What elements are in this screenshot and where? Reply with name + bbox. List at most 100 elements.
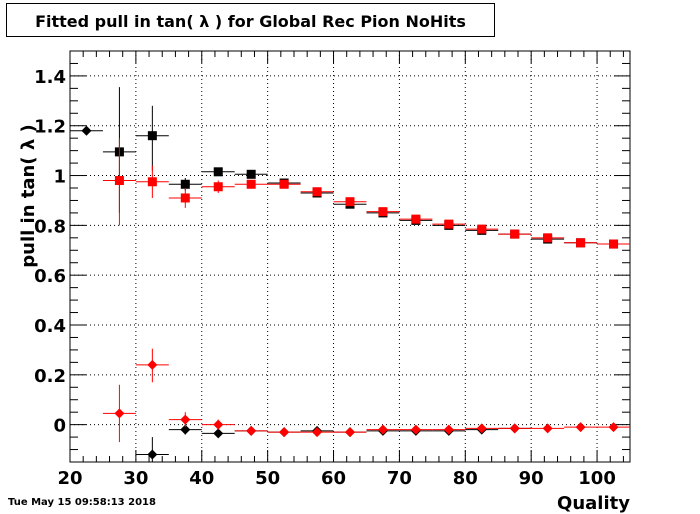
diamond-marker	[147, 359, 158, 370]
diamond-marker	[279, 427, 290, 438]
plot-frame	[69, 50, 631, 463]
square-marker	[543, 233, 553, 243]
square-marker	[576, 238, 586, 248]
diamond-marker	[509, 423, 520, 434]
square-marker	[147, 177, 157, 187]
square-marker	[246, 169, 256, 179]
square-marker	[411, 214, 421, 224]
x-tick-label: 100	[578, 468, 616, 489]
data-point	[234, 179, 268, 189]
diamond-marker	[312, 427, 323, 438]
grid-lines	[70, 51, 630, 462]
diamond-marker	[180, 424, 191, 435]
y-tick-label: 0.8	[34, 216, 66, 237]
data-point	[531, 423, 565, 434]
data-point	[201, 419, 235, 430]
data-point	[432, 424, 466, 435]
data-point	[333, 427, 367, 438]
data-point	[300, 427, 334, 438]
data-point	[267, 179, 301, 189]
diamond-marker	[147, 449, 158, 460]
square-marker	[180, 179, 190, 189]
series-2	[70, 125, 532, 462]
data-point	[234, 425, 268, 436]
square-marker	[213, 182, 223, 192]
data-point	[201, 180, 235, 193]
diamond-marker	[345, 427, 355, 438]
diamond-marker	[114, 408, 125, 419]
tick-labels: 20 30 40 50 60 70 80 90 100 0 0.2 0.4 0.6 0.8 1 1.2 1.4	[34, 67, 616, 489]
square-marker	[477, 224, 487, 234]
data-points	[70, 87, 630, 462]
square-marker	[510, 229, 520, 239]
data-point	[135, 165, 169, 198]
x-tick-label: 20	[57, 468, 82, 489]
diamond-marker	[575, 422, 586, 433]
y-tick-label: 0.4	[34, 316, 66, 337]
data-point	[366, 424, 400, 435]
series-0	[102, 87, 630, 249]
x-tick-label: 60	[321, 468, 346, 489]
data-point	[366, 207, 400, 217]
data-point	[300, 187, 334, 197]
x-tick-label: 90	[519, 468, 544, 489]
data-point	[564, 422, 598, 433]
x-axis-title: Quality	[557, 493, 630, 514]
x-tick-label: 80	[453, 468, 478, 489]
diamond-marker	[410, 424, 421, 435]
timestamp: Tue May 15 09:58:13 2018	[8, 497, 156, 508]
chart-title: Fitted pull in tan( λ ) for Global Rec P…	[35, 12, 466, 31]
square-marker	[378, 207, 388, 217]
square-marker	[213, 167, 223, 177]
axis-ticks	[69, 50, 630, 462]
diamond-marker	[476, 423, 487, 434]
data-point	[201, 167, 235, 177]
square-marker	[279, 179, 289, 189]
data-point	[399, 424, 433, 435]
square-marker	[147, 131, 157, 141]
data-point	[234, 169, 268, 179]
y-tick-label: 1.4	[34, 67, 66, 88]
data-point	[597, 239, 630, 249]
square-marker	[180, 193, 190, 203]
square-marker	[345, 197, 355, 207]
data-point	[465, 423, 499, 434]
x-tick-label: 40	[189, 468, 214, 489]
y-axis-title: pull in tan( λ )	[18, 124, 39, 268]
y-tick-label: 0	[53, 416, 66, 437]
y-tick-label: 1	[53, 167, 66, 188]
x-tick-label: 70	[387, 468, 412, 489]
square-marker	[114, 176, 124, 186]
data-point	[102, 138, 136, 226]
diamond-marker	[213, 428, 224, 439]
diamond-marker	[246, 425, 257, 436]
diamond-marker	[213, 419, 224, 430]
data-point	[531, 233, 565, 243]
data-point	[102, 384, 136, 443]
data-point	[267, 427, 301, 438]
data-point	[465, 224, 499, 234]
diamond-marker	[377, 424, 388, 435]
data-point	[70, 125, 103, 136]
data-point	[399, 214, 433, 224]
data-point	[498, 229, 532, 239]
diamond-marker	[542, 423, 553, 434]
data-point	[135, 348, 169, 383]
data-point	[564, 238, 598, 248]
data-point	[135, 437, 169, 462]
data-point	[333, 197, 367, 207]
data-point	[201, 428, 235, 439]
data-point	[135, 105, 169, 171]
series-3	[102, 348, 630, 443]
square-marker	[444, 219, 454, 229]
diamond-marker	[608, 422, 619, 433]
square-marker	[312, 187, 322, 197]
chart-title-box: Fitted pull in tan( λ ) for Global Rec P…	[6, 3, 495, 37]
data-point	[168, 412, 202, 428]
y-tick-label: 0.6	[34, 266, 66, 287]
x-tick-label: 50	[255, 468, 280, 489]
data-point	[597, 422, 630, 433]
square-marker	[246, 179, 256, 189]
data-point	[498, 423, 532, 434]
series-1	[102, 138, 630, 249]
